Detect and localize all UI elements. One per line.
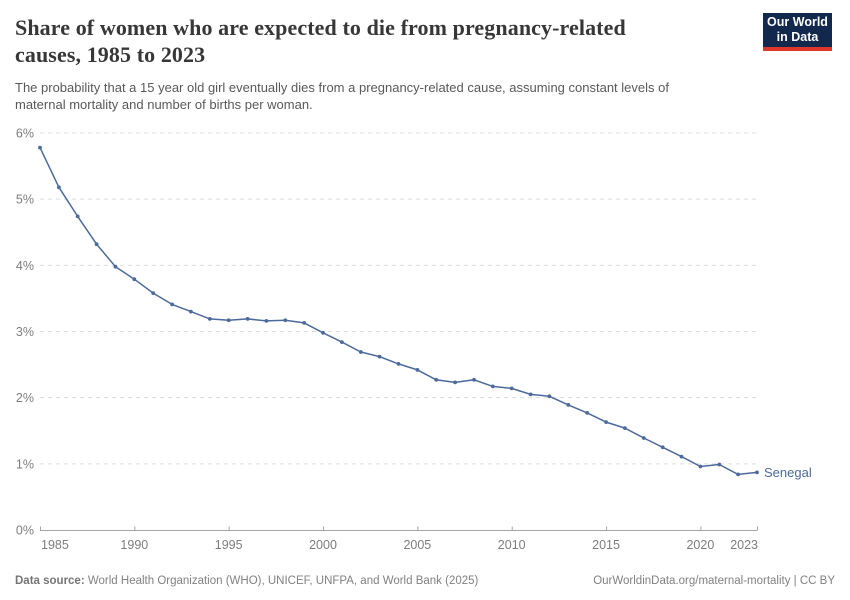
data-point bbox=[736, 472, 740, 477]
title-line-2: causes, 1985 to 2023 bbox=[15, 42, 206, 67]
data-point bbox=[717, 462, 722, 467]
x-tick-label: 2020 bbox=[686, 538, 714, 552]
data-point bbox=[472, 377, 476, 382]
data-point bbox=[226, 318, 231, 323]
data-point bbox=[604, 420, 608, 424]
page-title: Share of women who are expected to die f… bbox=[15, 14, 835, 68]
data-point bbox=[566, 403, 571, 407]
data-point bbox=[641, 436, 646, 440]
data-point bbox=[38, 145, 42, 150]
data-point bbox=[547, 394, 552, 399]
y-tick-label: 5% bbox=[16, 193, 34, 207]
owid-logo-line-1: Our World bbox=[767, 15, 828, 29]
y-tick-label: 2% bbox=[16, 391, 34, 405]
y-tick-label: 3% bbox=[16, 325, 34, 339]
y-tick-label: 1% bbox=[16, 457, 34, 471]
data-point bbox=[113, 264, 118, 269]
data-point bbox=[528, 392, 533, 397]
data-point bbox=[170, 302, 175, 307]
data-point bbox=[340, 340, 344, 344]
x-tick-label: 1990 bbox=[120, 538, 148, 552]
data-point bbox=[302, 321, 307, 325]
data-point bbox=[75, 214, 80, 219]
data-point bbox=[245, 317, 250, 321]
data-point bbox=[660, 445, 665, 450]
data-point bbox=[207, 317, 212, 321]
data-source-note: Data source: World Health Organization (… bbox=[15, 575, 478, 587]
data-point bbox=[396, 362, 401, 366]
data-point bbox=[623, 426, 627, 430]
subtitle-line-1: The probability that a 15 year old girl … bbox=[15, 80, 669, 95]
data-point bbox=[151, 291, 156, 295]
y-tick-label: 6% bbox=[16, 127, 34, 141]
data-point bbox=[321, 330, 325, 335]
data-point bbox=[453, 380, 457, 385]
chart-subtitle: The probability that a 15 year old girl … bbox=[15, 79, 835, 113]
data-point bbox=[358, 350, 363, 354]
x-tick-label: 2000 bbox=[309, 538, 337, 552]
subtitle-line-2: maternal mortality and number of births … bbox=[15, 97, 313, 112]
data-source-text: World Health Organization (WHO), UNICEF,… bbox=[84, 575, 479, 587]
senegal-line bbox=[39, 146, 758, 476]
data-point bbox=[490, 384, 495, 389]
x-tick-label: 2023 bbox=[730, 538, 758, 552]
data-point bbox=[132, 277, 137, 282]
data-point bbox=[679, 454, 684, 459]
data-point bbox=[509, 386, 514, 391]
title-line-1: Share of women who are expected to die f… bbox=[15, 15, 626, 40]
data-point bbox=[698, 464, 703, 469]
x-tick-label: 1995 bbox=[215, 538, 243, 552]
data-point bbox=[434, 377, 439, 382]
data-point bbox=[415, 368, 420, 372]
data-point bbox=[377, 354, 382, 359]
chart-footer: Data source: World Health Organization (… bbox=[15, 575, 835, 587]
x-tick-label: 2010 bbox=[498, 538, 526, 552]
data-point bbox=[283, 318, 288, 323]
y-tick-label: 0% bbox=[16, 524, 34, 538]
owid-license-link[interactable]: OurWorldinData.org/maternal-mortality | … bbox=[593, 575, 835, 587]
data-source-label: Data source: bbox=[15, 575, 85, 587]
y-tick-label: 4% bbox=[16, 259, 34, 273]
x-tick-label: 1985 bbox=[41, 538, 69, 552]
data-point bbox=[94, 242, 99, 247]
data-point bbox=[264, 319, 269, 323]
data-point bbox=[755, 470, 759, 475]
owid-logo[interactable]: Our World in Data bbox=[763, 13, 832, 51]
x-tick-label: 2015 bbox=[592, 538, 620, 552]
chart-header: Share of women who are expected to die f… bbox=[15, 13, 835, 113]
data-point bbox=[189, 309, 193, 314]
x-tick-label: 2005 bbox=[403, 538, 431, 552]
owid-logo-line-2: in Data bbox=[776, 30, 819, 44]
series-end-label: Senegal bbox=[764, 465, 812, 480]
data-point bbox=[57, 185, 61, 190]
data-point bbox=[585, 411, 590, 415]
